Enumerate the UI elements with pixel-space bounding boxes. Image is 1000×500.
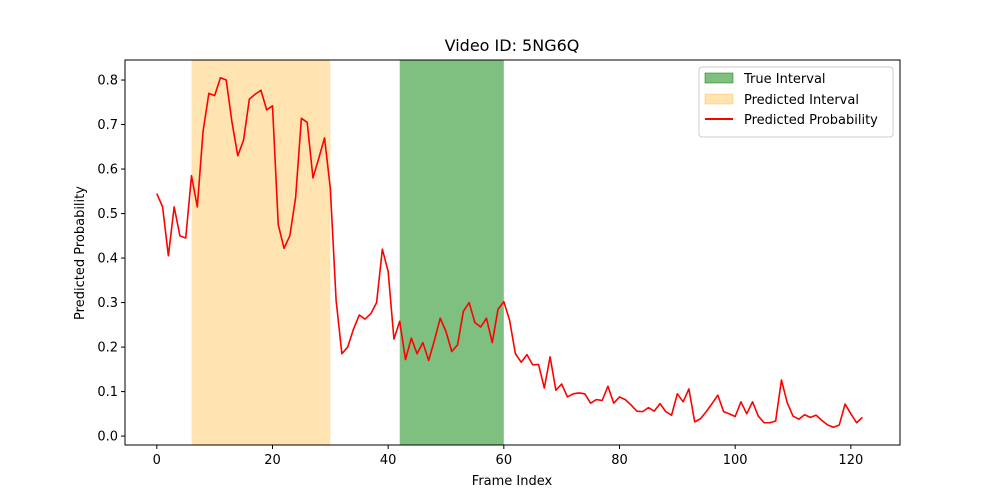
true-interval-band <box>399 60 504 445</box>
y-tick-label: 0.8 <box>97 74 118 89</box>
y-tick-label: 0.2 <box>97 341 118 356</box>
y-tick-label: 0.0 <box>97 430 118 445</box>
legend-true-interval-swatch <box>704 72 734 84</box>
x-tick-label: 100 <box>723 453 748 468</box>
y-tick-label: 0.4 <box>97 252 118 267</box>
x-tick-label: 120 <box>838 453 863 468</box>
legend-true-interval-label: True Interval <box>743 72 826 87</box>
x-axis-label: Frame Index <box>472 474 553 489</box>
chart-title: Video ID: 5NG6Q <box>445 36 580 55</box>
x-tick-label: 0 <box>153 453 161 468</box>
series-line-0 <box>156 77 863 429</box>
y-axis-label: Predicted Probability <box>73 186 88 320</box>
legend-predicted-interval-swatch <box>704 93 734 105</box>
x-tick-label: 80 <box>611 453 628 468</box>
legend-predicted-interval-label: Predicted Interval <box>744 93 859 108</box>
y-tick-label: 0.5 <box>97 207 118 222</box>
intervals <box>191 60 504 445</box>
series-layer <box>156 77 863 429</box>
predicted-interval-band <box>191 60 331 445</box>
legend-predicted-probability-label: Predicted Probability <box>744 113 878 128</box>
plot-area <box>124 59 901 446</box>
y-axis-ticks: 0.0 0.1 0.2 0.3 0.4 0.5 0.6 0.7 0.8 <box>97 74 125 445</box>
y-tick-label: 0.6 <box>97 163 118 178</box>
y-tick-label: 0.3 <box>97 296 118 311</box>
y-tick-label: 0.1 <box>97 385 118 400</box>
legend-box <box>698 66 894 138</box>
x-tick-label: 20 <box>264 453 281 468</box>
x-tick-label: 40 <box>380 453 397 468</box>
y-tick-label: 0.7 <box>97 118 118 133</box>
x-axis-ticks: 0 20 40 60 80 100 120 <box>153 445 863 468</box>
axes-frame <box>124 59 901 446</box>
legend: True Interval Predicted Interval Predict… <box>698 66 894 138</box>
x-tick-label: 60 <box>496 453 513 468</box>
